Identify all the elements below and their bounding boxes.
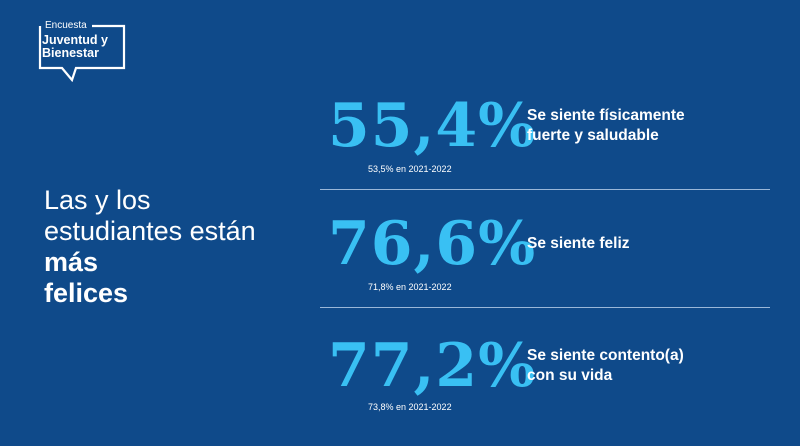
headline-bold-2: felices — [44, 278, 129, 308]
stat-description: Se siente feliz — [527, 234, 630, 254]
divider — [320, 307, 770, 308]
stat-description: Se siente físicamente fuerte y saludable — [527, 106, 685, 146]
headline-text: Las y los estudiantes están — [44, 185, 256, 246]
stat-value: 55,4% — [328, 91, 537, 161]
stat-previous: 73,8% en 2021-2022 — [368, 402, 452, 412]
stat-value: 76,6% — [328, 209, 537, 279]
divider — [320, 189, 770, 190]
stat-description-line2: fuerte y saludable — [527, 127, 659, 144]
stat-previous: 71,8% en 2021-2022 — [368, 282, 452, 292]
headline-bold-1: más — [44, 247, 99, 277]
stat-description-line2: con su vida — [527, 367, 613, 384]
logo-tag: Encuesta — [42, 20, 90, 31]
stat-value: 77,2% — [328, 331, 537, 401]
stat-description: Se siente contento(a) con su vida — [527, 346, 684, 386]
survey-logo: Encuesta Juventud y Bienestar — [32, 18, 132, 82]
headline: Las y los estudiantes están más felices — [44, 185, 284, 309]
stat-description-line1: Se siente físicamente — [527, 107, 685, 124]
stat-description-line1: Se siente contento(a) — [527, 347, 684, 364]
logo-title-line1: Juventud y — [42, 33, 108, 47]
logo-title-line2: Bienestar — [42, 46, 99, 60]
logo-title: Juventud y Bienestar — [42, 34, 108, 60]
speech-bubble-icon — [38, 24, 126, 82]
stat-description-line1: Se siente feliz — [527, 235, 630, 252]
stat-previous: 53,5% en 2021-2022 — [368, 164, 452, 174]
